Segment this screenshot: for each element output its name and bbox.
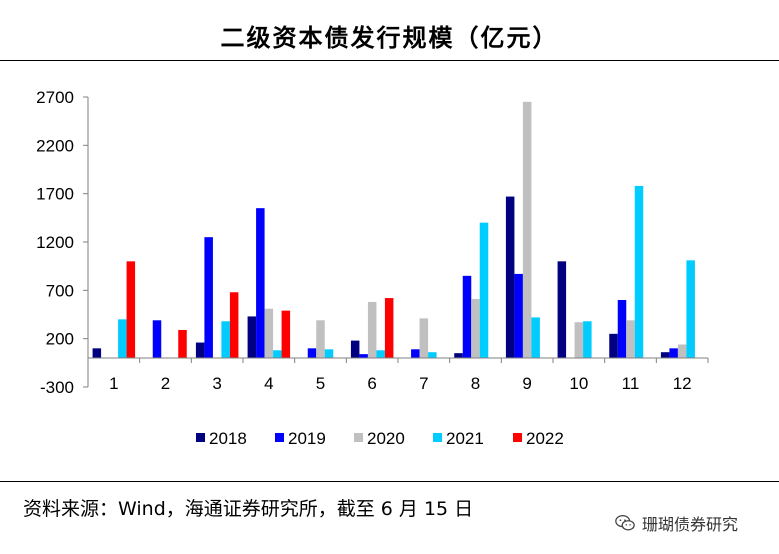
title-divider bbox=[0, 60, 779, 61]
x-tick-label: 12 bbox=[673, 374, 692, 393]
x-tick-label: 8 bbox=[471, 374, 480, 393]
wechat-icon bbox=[615, 515, 635, 531]
bar-2019-4 bbox=[256, 208, 265, 358]
bar-2018-12 bbox=[660, 352, 670, 358]
bar-2018-9 bbox=[505, 196, 515, 358]
legend-swatch-2022 bbox=[513, 433, 522, 442]
legend-label-2018: 2018 bbox=[209, 429, 247, 448]
bar-2019-9 bbox=[514, 273, 523, 358]
bar-2018-1 bbox=[92, 348, 102, 358]
bar-2020-9 bbox=[522, 101, 532, 358]
bar-2019-5 bbox=[307, 348, 317, 358]
bar-2022-6 bbox=[384, 298, 394, 358]
chart-title: 二级资本债发行规模（亿元） bbox=[220, 24, 559, 52]
bar-2020-7 bbox=[419, 318, 429, 358]
y-axis: -300 200 700 1200 1700 2200 2700 bbox=[36, 88, 89, 397]
bar-2020-4 bbox=[264, 308, 274, 358]
x-tick-label: 6 bbox=[367, 374, 376, 393]
bar-2019-8 bbox=[462, 275, 472, 358]
x-axis: 1 2 3 4 5 6 7 8 9 10 11 12 bbox=[87, 357, 709, 393]
bar-2018-11 bbox=[609, 333, 618, 358]
bar-2021-10 bbox=[583, 321, 592, 358]
x-tick-label: 11 bbox=[622, 374, 640, 393]
bar-2022-2 bbox=[178, 329, 187, 358]
x-tick-label: 9 bbox=[522, 374, 531, 393]
legend-swatch-2020 bbox=[354, 433, 363, 442]
source-note: 资料来源：Wind，海通证券研究所，截至 6 月 15 日 bbox=[23, 498, 474, 520]
x-tick-label: 10 bbox=[569, 374, 588, 393]
bar-2021-5 bbox=[324, 349, 334, 358]
watermark: 珊瑚债券研究 bbox=[614, 511, 738, 535]
y-tick-label: 1700 bbox=[36, 185, 74, 204]
legend-swatch-2019 bbox=[275, 433, 284, 442]
legend-label-2020: 2020 bbox=[367, 429, 405, 448]
bar-2021-9 bbox=[531, 317, 540, 358]
legend: 2018 2019 2020 2021 2022 bbox=[196, 429, 564, 448]
x-tick-label: 1 bbox=[109, 374, 118, 393]
bar-2022-4 bbox=[281, 310, 291, 358]
bar-2020-6 bbox=[367, 301, 377, 358]
bar-2021-8 bbox=[479, 222, 489, 358]
bar-2021-1 bbox=[118, 319, 127, 358]
bar-2019-12 bbox=[669, 348, 678, 358]
footer-divider bbox=[0, 481, 779, 482]
bar-2018-4 bbox=[247, 316, 257, 358]
bar-2021-12 bbox=[686, 260, 695, 358]
legend-swatch-2018 bbox=[196, 433, 205, 442]
y-tick-label: 200 bbox=[46, 330, 74, 349]
y-tick-label: 2200 bbox=[36, 136, 74, 155]
bar-2021-4 bbox=[273, 350, 282, 358]
legend-label-2022: 2022 bbox=[526, 429, 564, 448]
x-tick-label: 3 bbox=[212, 374, 221, 393]
bar-2019-11 bbox=[617, 300, 627, 358]
y-tick-label: -300 bbox=[40, 378, 74, 397]
y-tick-label: 1200 bbox=[36, 233, 74, 252]
bar-2021-7 bbox=[428, 352, 437, 358]
bar-2020-12 bbox=[677, 344, 687, 358]
bar-2019-3 bbox=[204, 237, 213, 358]
watermark-text: 珊瑚债券研究 bbox=[642, 515, 739, 534]
bar-2021-3 bbox=[221, 321, 230, 358]
bar-2022-1 bbox=[126, 261, 136, 358]
x-tick-label: 2 bbox=[161, 374, 170, 393]
bar-2020-5 bbox=[316, 320, 325, 358]
bar-2019-6 bbox=[359, 354, 368, 358]
legend-label-2019: 2019 bbox=[288, 429, 326, 448]
bar-2020-8 bbox=[471, 299, 480, 358]
bar-2020-10 bbox=[574, 322, 584, 358]
bar-group bbox=[92, 101, 695, 358]
x-tick-label: 7 bbox=[419, 374, 428, 393]
bar-2018-10 bbox=[557, 261, 567, 358]
bar-2022-3 bbox=[229, 292, 239, 358]
bar-2019-7 bbox=[411, 349, 420, 358]
bar-2021-6 bbox=[376, 350, 385, 358]
bar-2021-11 bbox=[634, 185, 644, 358]
x-tick-label: 4 bbox=[264, 374, 273, 393]
x-tick-label: 5 bbox=[316, 374, 325, 393]
bar-2018-8 bbox=[454, 353, 463, 358]
legend-swatch-2021 bbox=[433, 433, 442, 442]
y-tick-label: 2700 bbox=[36, 88, 74, 107]
bar-2019-2 bbox=[152, 320, 162, 358]
bar-2020-11 bbox=[626, 320, 635, 358]
bar-2018-3 bbox=[195, 342, 205, 358]
bar-2018-6 bbox=[350, 340, 360, 358]
legend-label-2021: 2021 bbox=[446, 429, 484, 448]
y-tick-label: 700 bbox=[46, 281, 74, 300]
